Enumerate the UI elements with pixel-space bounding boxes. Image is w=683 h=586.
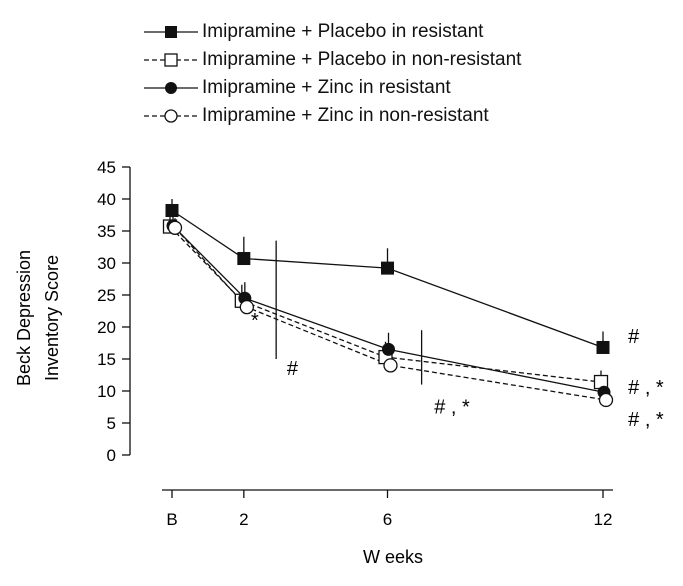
legend-symbol: [165, 26, 177, 38]
legend-symbol: [165, 82, 177, 94]
legend-item: Imipramine + Placebo in non-resistant: [140, 46, 610, 74]
y-tick-label: 5: [107, 414, 116, 433]
y-axis-title-line2: Inventory Score: [42, 255, 62, 381]
chart-marks: [162, 199, 614, 408]
legend-item: Imipramine + Zinc in resistant: [140, 74, 610, 102]
legend-symbol: [164, 109, 178, 123]
legend-label: Imipramine + Placebo in resistant: [202, 21, 484, 42]
significance-annotation: *: [251, 310, 259, 332]
data-point: [596, 340, 610, 354]
legend-marker: [144, 82, 198, 94]
y-tick-label: 15: [97, 350, 116, 369]
y-tick-label: 0: [107, 446, 116, 465]
legend-label: Imipramine + Placebo in non-resistant: [202, 49, 522, 70]
legend-marker: [144, 109, 198, 123]
data-point: [383, 358, 398, 373]
data-point: [167, 220, 183, 235]
series-line: [171, 209, 604, 349]
legend-marker: [144, 53, 198, 67]
x-axis-title: W eeks: [363, 547, 423, 567]
series-line: [174, 227, 607, 401]
data-point: [382, 342, 395, 356]
series-line: [172, 225, 605, 393]
significance-annotation: #: [287, 358, 299, 380]
y-tick-label: 35: [97, 222, 116, 241]
significance-annotation: #: [628, 326, 640, 348]
annotations: * # # , * # # , * # , *: [251, 240, 664, 431]
significance-annotation: # , *: [434, 396, 470, 418]
y-tick-label: 40: [97, 190, 116, 209]
axes: 0 5 10 15 20 25 30 35 40 45 B 2 6 12: [97, 158, 613, 529]
significance-annotation: # , *: [628, 409, 664, 431]
x-tick-label: 6: [383, 510, 392, 529]
data-point: [165, 204, 179, 218]
significance-annotation: # , *: [628, 377, 664, 399]
y-tick-label: 25: [97, 286, 116, 305]
data-point: [237, 252, 251, 266]
data-point: [598, 392, 614, 408]
y-tick-label: 20: [97, 318, 116, 337]
legend: Imipramine + Placebo in resistant Imipram…: [140, 18, 610, 130]
x-tick-label: B: [166, 510, 177, 529]
x-tick-label: 2: [239, 510, 248, 529]
legend-item: Imipramine + Zinc in non-resistant: [140, 102, 610, 130]
y-axis-title-line1: Beck Depression: [14, 250, 34, 386]
y-tick-label: 45: [97, 158, 116, 177]
legend-item: Imipramine + Placebo in resistant: [140, 18, 610, 46]
series-line: [169, 226, 602, 383]
legend-label: Imipramine + Zinc in resistant: [202, 77, 451, 98]
y-tick-label: 30: [97, 254, 116, 273]
x-tick-label: 12: [594, 510, 613, 529]
data-point: [381, 261, 394, 275]
data-point: [239, 300, 254, 315]
legend-label: Imipramine + Zinc in non-resistant: [202, 105, 489, 126]
legend-marker: [144, 26, 198, 38]
legend-symbol: [164, 53, 178, 67]
y-tick-label: 10: [97, 382, 116, 401]
